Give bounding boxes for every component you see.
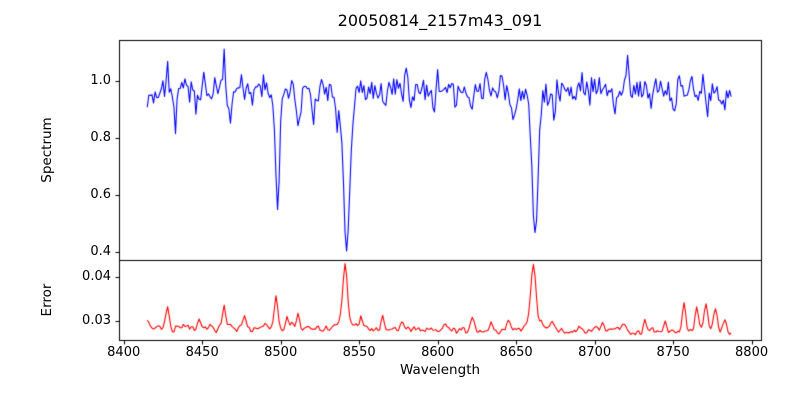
y-tick-label: 0.8 — [90, 130, 111, 146]
x-tick-label: 8750 — [656, 345, 690, 360]
y-tick-label: 0.04 — [82, 268, 111, 284]
x-tick-label: 8700 — [578, 345, 612, 360]
y-tick-label: 0.03 — [82, 313, 111, 329]
x-tick-label: 8450 — [185, 345, 219, 360]
chart-title: 20050814_2157m43_091 — [337, 11, 543, 30]
y-tick-label: 1.0 — [90, 73, 111, 89]
y-tick-label: 0.6 — [90, 187, 111, 203]
x-tick-label: 8500 — [264, 345, 298, 360]
x-tick-label: 8600 — [421, 345, 455, 360]
spectrum-y-axis-label: Spectrum — [39, 117, 55, 183]
x-tick-label: 8650 — [499, 345, 533, 360]
x-tick-label: 8800 — [735, 345, 769, 360]
x-tick-label: 8400 — [107, 345, 141, 360]
error-y-axis-label: Error — [39, 283, 55, 317]
x-axis-label: Wavelength — [399, 362, 481, 378]
y-tick-label: 0.4 — [90, 244, 111, 260]
x-tick-label: 8550 — [342, 345, 376, 360]
